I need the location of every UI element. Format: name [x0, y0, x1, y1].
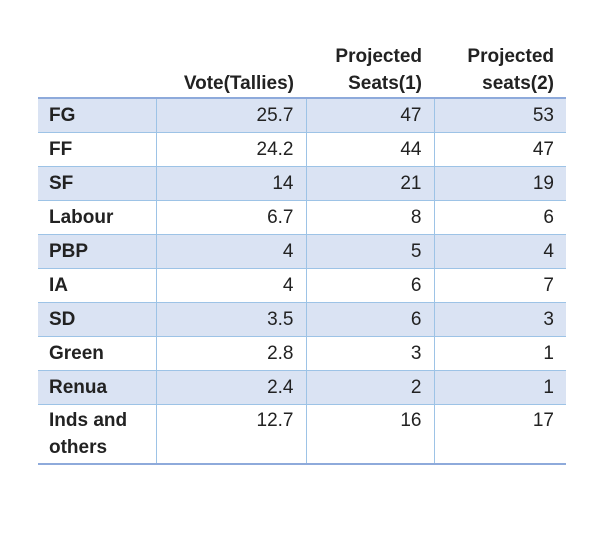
party-cell: Renua [38, 370, 156, 405]
party-cell: Labour [38, 200, 156, 235]
results-table-container: Vote(Tallies) Projected Seats(1) Project… [38, 38, 566, 465]
vote-cell: 25.7 [155, 98, 306, 133]
projected-seats-1-cell: 44 [305, 132, 434, 167]
party-cell: SD [38, 302, 156, 337]
projected-seats-2-cell: 53 [433, 98, 566, 133]
projected-seats-1-cell: 5 [305, 234, 434, 269]
header-projected-seats-2-line2: seats(2) [482, 73, 554, 94]
projected-seats-1-cell: 47 [305, 98, 434, 133]
projected-seats-1-cell: 21 [305, 166, 434, 201]
header-projected-seats-1: Projected Seats(1) [306, 38, 434, 98]
table-row: Renua 2.4 2 1 [38, 370, 566, 405]
projected-seats-1-cell: 6 [305, 268, 434, 303]
table-row: Green 2.8 3 1 [38, 336, 566, 371]
vote-cell: 24.2 [155, 132, 306, 167]
table-row: SD 3.5 6 3 [38, 302, 566, 337]
projected-seats-2-cell: 4 [433, 234, 566, 269]
vote-cell: 3.5 [155, 302, 306, 337]
projected-seats-2-cell: 1 [433, 370, 566, 405]
vote-cell: 6.7 [155, 200, 306, 235]
projected-seats-2-cell: 19 [433, 166, 566, 201]
party-cell: Green [38, 336, 156, 371]
projected-seats-1-cell: 3 [305, 336, 434, 371]
party-cell: FG [38, 98, 156, 133]
vote-cell: 4 [155, 268, 306, 303]
table-row: SF 14 21 19 [38, 166, 566, 201]
results-table: Vote(Tallies) Projected Seats(1) Project… [38, 38, 566, 465]
header-projected-seats-2-line1: Projected [467, 46, 554, 67]
party-cell: PBP [38, 234, 156, 269]
table-row: Labour 6.7 8 6 [38, 200, 566, 235]
table-row: PBP 4 5 4 [38, 234, 566, 269]
table-row: FF 24.2 44 47 [38, 132, 566, 167]
header-projected-seats-1-line1: Projected [335, 46, 422, 67]
header-projected-seats-1-line2: Seats(1) [348, 73, 422, 94]
vote-cell: 12.7 [155, 404, 306, 465]
party-cell: IA [38, 268, 156, 303]
projected-seats-2-cell: 17 [433, 404, 566, 465]
header-party [38, 38, 156, 98]
table-header-row: Vote(Tallies) Projected Seats(1) Project… [38, 38, 566, 98]
projected-seats-1-cell: 6 [305, 302, 434, 337]
header-vote-tallies: Vote(Tallies) [183, 73, 294, 94]
table-row: FG 25.7 47 53 [38, 98, 566, 133]
projected-seats-1-cell: 2 [305, 370, 434, 405]
projected-seats-2-cell: 7 [433, 268, 566, 303]
projected-seats-1-cell: 16 [305, 404, 434, 465]
projected-seats-2-cell: 1 [433, 336, 566, 371]
projected-seats-2-cell: 3 [433, 302, 566, 337]
vote-cell: 2.8 [155, 336, 306, 371]
table-row: Inds and others 12.7 16 17 [38, 404, 566, 465]
header-projected-seats-2: Projected seats(2) [434, 38, 566, 98]
party-cell: SF [38, 166, 156, 201]
party-cell: Inds and others [38, 404, 156, 465]
projected-seats-2-cell: 6 [433, 200, 566, 235]
table-row: IA 4 6 7 [38, 268, 566, 303]
vote-cell: 4 [155, 234, 306, 269]
vote-cell: 14 [155, 166, 306, 201]
projected-seats-2-cell: 47 [433, 132, 566, 167]
vote-cell: 2.4 [155, 370, 306, 405]
projected-seats-1-cell: 8 [305, 200, 434, 235]
party-cell: FF [38, 132, 156, 167]
